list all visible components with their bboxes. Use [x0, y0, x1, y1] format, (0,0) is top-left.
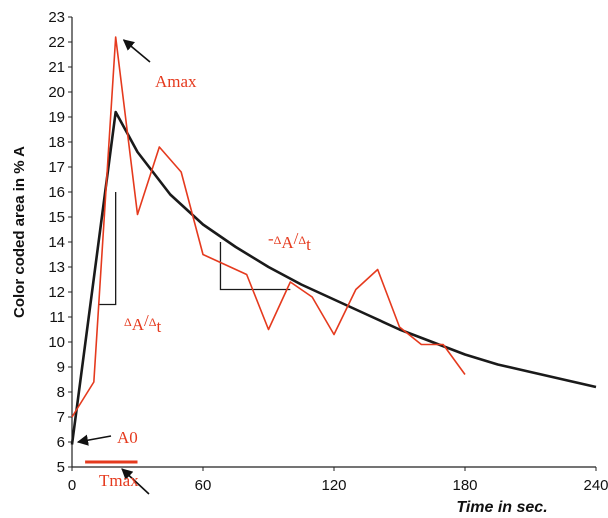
- y-tick-label: 9: [57, 359, 65, 376]
- series-group: [70, 36, 597, 464]
- y-tick-label: 19: [48, 109, 65, 126]
- axes: [71, 17, 596, 468]
- slope-down-minus: -: [268, 229, 274, 248]
- y-tick-label: 16: [48, 184, 65, 201]
- amax-arrow: [122, 39, 151, 63]
- slope-up-t: t: [156, 317, 161, 336]
- y-tick-label: 14: [48, 234, 65, 251]
- y-tick-label: 15: [48, 209, 65, 226]
- x-tick-label: 60: [195, 477, 212, 494]
- slope-up-delta-a: Δ: [124, 315, 132, 329]
- y-tick-label: 18: [48, 134, 65, 151]
- slope-down-delta-a: Δ: [274, 233, 282, 247]
- x-tick-label: 120: [321, 477, 346, 494]
- y-tick-label: 20: [48, 84, 65, 101]
- slope-down-t: t: [306, 235, 311, 254]
- y-tick-label: 5: [57, 459, 65, 476]
- slope-down-sep: /: [294, 229, 299, 248]
- amax-label: Amax: [155, 72, 197, 91]
- x-tick-label: 240: [583, 477, 608, 494]
- x-tick-label: 180: [452, 477, 477, 494]
- y-tick-label: 10: [48, 334, 65, 351]
- tmax-label: Tmax: [99, 471, 139, 490]
- ticks: 5 6 7 8 9 10 11 12 13 14 15 16 17 18 19 20 21 22 23 0 60 120 1…: [48, 9, 608, 494]
- y-tick-label: 13: [48, 259, 65, 276]
- y-tick-label: 7: [57, 409, 65, 426]
- y-tick-label: 12: [48, 284, 65, 301]
- a0-arrow: [76, 434, 112, 446]
- tmax-arrow: [121, 468, 150, 495]
- y-tick-label: 8: [57, 384, 65, 401]
- slope-down-delta-t: Δ: [298, 233, 306, 247]
- slope-down-triangle: [219, 242, 291, 291]
- series-measured-line: [71, 36, 466, 418]
- slope-up-label: ΔA/Δt: [124, 311, 161, 336]
- series-fit-line: [70, 110, 597, 445]
- x-axis-title: Time in sec.: [456, 499, 547, 516]
- slope-down-a: A: [281, 233, 294, 252]
- slope-up-a: A: [132, 315, 145, 334]
- x-tick-label: 0: [68, 477, 76, 494]
- y-tick-label: 6: [57, 434, 65, 451]
- y-tick-label: 17: [48, 159, 65, 176]
- slope-down-label: -ΔA/Δt: [268, 229, 311, 254]
- y-tick-label: 23: [48, 9, 65, 26]
- slope-up-sep: /: [144, 311, 149, 330]
- y-tick-label: 11: [49, 309, 65, 326]
- a0-label: A0: [117, 428, 138, 447]
- annotations: [76, 39, 151, 495]
- y-tick-label: 21: [48, 59, 65, 76]
- slope-up-delta-t: Δ: [149, 315, 157, 329]
- y-tick-label: 22: [48, 34, 65, 51]
- slope-up-triangle: [98, 192, 117, 306]
- y-axis-title: Color coded area in % A: [11, 146, 28, 318]
